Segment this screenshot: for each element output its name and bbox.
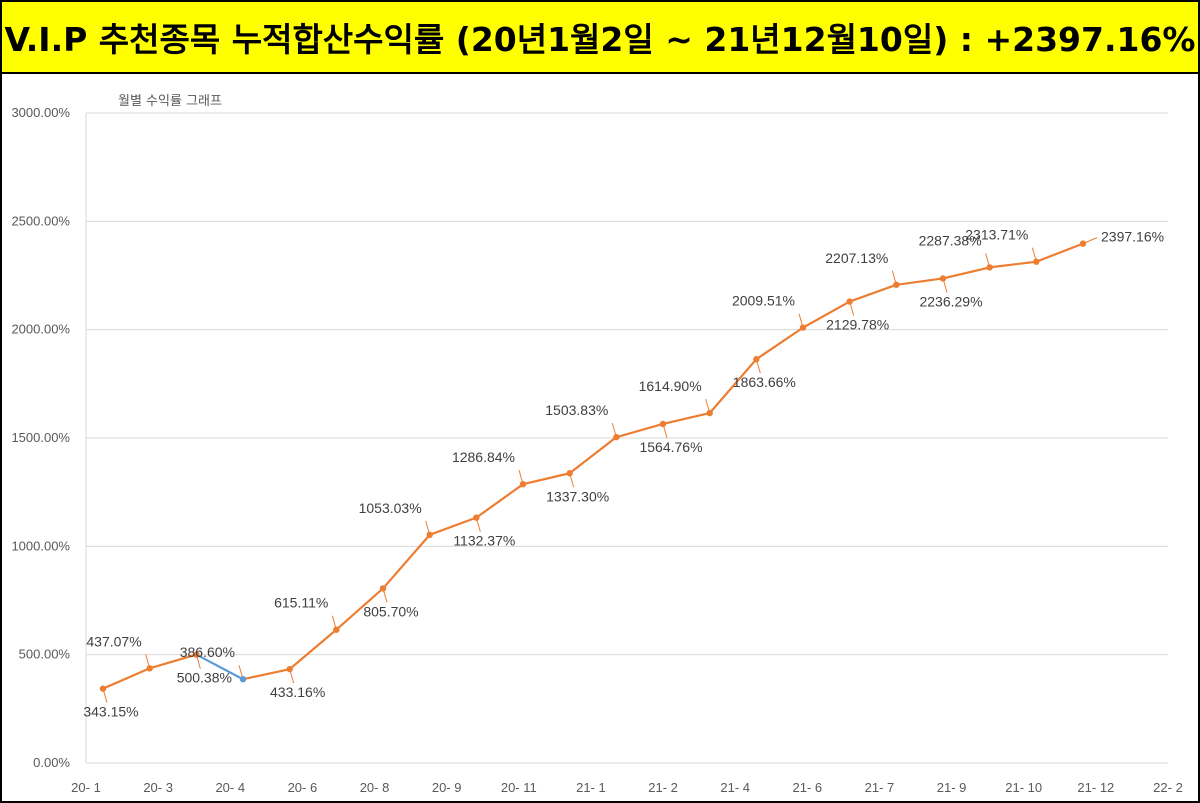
data-label: 500.38% bbox=[177, 670, 232, 686]
data-label: 1564.76% bbox=[639, 439, 702, 455]
data-point bbox=[753, 356, 760, 363]
series-segment bbox=[101, 667, 151, 690]
data-point bbox=[1079, 240, 1087, 247]
data-label: 1614.90% bbox=[639, 378, 702, 394]
series-segment bbox=[568, 436, 618, 475]
series-segment bbox=[988, 260, 1038, 269]
x-axis: 20- 1 20- 3 20- 4 20- 6 20- 8 20- 9 20- 11 21- … bbox=[71, 780, 1183, 795]
data-label: 2207.13% bbox=[825, 250, 888, 266]
x-tick-label: 20- 3 bbox=[143, 780, 173, 795]
series-segment bbox=[941, 266, 991, 280]
x-tick-label: 20- 6 bbox=[288, 780, 318, 795]
data-point bbox=[893, 281, 900, 288]
data-label: 1132.37% bbox=[453, 533, 515, 549]
data-point bbox=[846, 298, 853, 305]
data-point bbox=[99, 685, 107, 692]
data-point bbox=[239, 676, 247, 683]
series-line bbox=[101, 242, 1085, 690]
y-tick-label: 1500.00% bbox=[11, 430, 70, 445]
series-segment bbox=[895, 277, 945, 286]
x-tick-label: 22- 2 bbox=[1153, 780, 1183, 795]
series-segment bbox=[708, 358, 758, 415]
data-label: 2129.78% bbox=[826, 317, 889, 333]
series-segment bbox=[241, 668, 291, 681]
series-segment bbox=[1035, 242, 1085, 263]
series-segment bbox=[848, 283, 898, 303]
data-label: 343.15% bbox=[83, 704, 138, 720]
x-tick-label: 21- 10 bbox=[1005, 780, 1042, 795]
data-point bbox=[613, 433, 620, 441]
x-tick-label: 21- 12 bbox=[1077, 780, 1114, 795]
x-tick-label: 21- 2 bbox=[648, 780, 678, 795]
data-point bbox=[379, 585, 387, 592]
x-tick-label: 20- 9 bbox=[432, 780, 462, 795]
gridlines bbox=[85, 112, 1168, 764]
series-segment bbox=[335, 587, 385, 631]
data-point bbox=[146, 665, 153, 672]
chart-title: 월별 수익률 그래프 bbox=[118, 94, 222, 109]
data-point bbox=[519, 480, 527, 488]
data-point bbox=[986, 264, 993, 271]
x-tick-label: 21- 9 bbox=[937, 780, 967, 795]
series-segment bbox=[475, 483, 525, 519]
data-label: 1503.83% bbox=[545, 402, 608, 418]
x-tick-label: 21- 1 bbox=[576, 780, 606, 795]
data-point bbox=[799, 324, 807, 331]
data-point bbox=[333, 626, 340, 633]
data-points bbox=[99, 240, 1087, 692]
data-point bbox=[939, 275, 947, 282]
x-tick-label: 21- 6 bbox=[793, 780, 823, 795]
data-label: 2397.16% bbox=[1101, 229, 1164, 245]
data-labels: 343.15% 437.07% 500.38% 386.60% 433.16% 615.1… bbox=[83, 227, 1164, 720]
data-label: 2287.38% bbox=[919, 232, 982, 248]
series-segment bbox=[288, 628, 338, 671]
data-label: 386.60% bbox=[180, 644, 235, 660]
y-tick-label: 0.00% bbox=[33, 755, 70, 770]
y-tick-label: 2000.00% bbox=[11, 322, 70, 337]
x-tick-label: 20- 1 bbox=[71, 780, 101, 795]
data-label: 1337.30% bbox=[546, 488, 609, 504]
y-tick-label: 2500.00% bbox=[11, 213, 70, 228]
data-label: 1053.03% bbox=[359, 500, 422, 516]
data-point bbox=[286, 665, 293, 673]
data-point bbox=[473, 514, 480, 521]
page-title: V.I.P 추천종목 누적합산수익률 (20년1월2일 ~ 21년12월10일)… bbox=[2, 2, 1198, 74]
series-segment bbox=[381, 533, 431, 590]
data-label: 615.11% bbox=[274, 595, 328, 611]
x-tick-label: 21- 4 bbox=[720, 780, 750, 795]
y-axis: 0.00% 500.00% 1000.00% 1500.00% 2000.00% 2500… bbox=[11, 105, 70, 770]
data-label: 2313.71% bbox=[965, 227, 1028, 243]
data-point bbox=[566, 470, 573, 477]
data-label: 2009.51% bbox=[732, 293, 795, 309]
series-segment bbox=[428, 516, 478, 536]
y-tick-label: 500.00% bbox=[19, 647, 71, 662]
data-point bbox=[659, 420, 667, 428]
data-point bbox=[1033, 258, 1040, 265]
data-label: 433.16% bbox=[270, 684, 325, 700]
series-segment bbox=[661, 412, 711, 426]
series-segment bbox=[755, 326, 805, 361]
x-tick-label: 20- 11 bbox=[501, 780, 537, 795]
y-tick-label: 3000.00% bbox=[11, 105, 70, 120]
data-point bbox=[426, 531, 433, 539]
data-label: 1286.84% bbox=[452, 449, 515, 465]
series-segment bbox=[521, 472, 571, 486]
series-segment bbox=[615, 422, 665, 439]
data-point bbox=[193, 651, 200, 658]
data-label: 2236.29% bbox=[919, 293, 982, 309]
series-segment bbox=[801, 300, 851, 329]
x-tick-label: 20- 4 bbox=[215, 780, 245, 795]
data-point bbox=[706, 409, 713, 417]
data-label: 805.70% bbox=[363, 603, 418, 619]
series-segment bbox=[195, 653, 245, 681]
y-tick-label: 1000.00% bbox=[11, 538, 70, 553]
x-tick-label: 21- 7 bbox=[865, 780, 895, 795]
data-label: 1863.66% bbox=[733, 374, 796, 390]
data-label: 437.07% bbox=[86, 633, 141, 649]
series-segment bbox=[148, 653, 198, 670]
x-tick-label: 20- 8 bbox=[360, 780, 390, 795]
